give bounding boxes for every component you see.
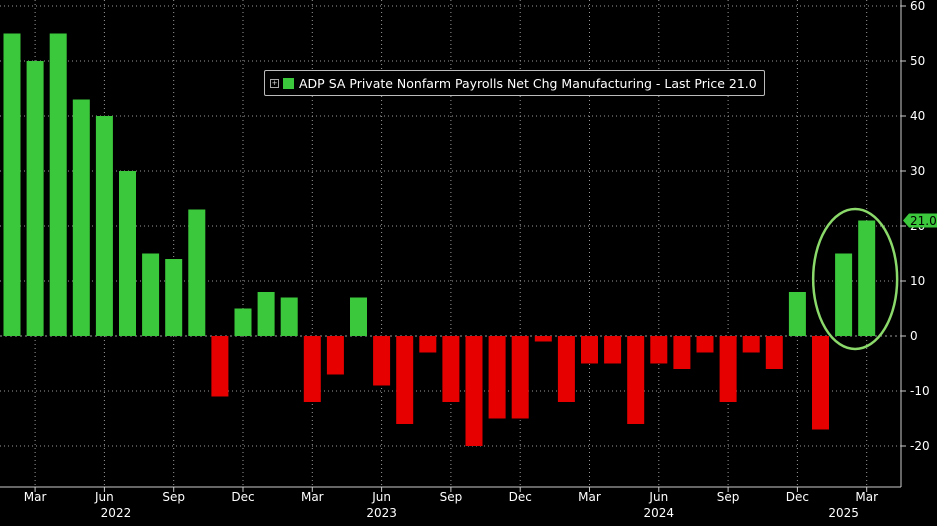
bar: [234, 308, 252, 336]
bar: [788, 292, 806, 336]
last-value-tag: [903, 213, 937, 228]
bar: [165, 259, 183, 336]
bar: [188, 209, 206, 336]
year-label: 2023: [366, 506, 397, 520]
bar: [719, 336, 737, 402]
bar: [765, 336, 783, 369]
bar: [119, 171, 136, 336]
bar: [812, 336, 829, 430]
bar: [419, 336, 437, 353]
bar: [465, 336, 483, 446]
bar: [581, 336, 598, 364]
bar: [604, 336, 622, 364]
bar: [142, 253, 160, 336]
bar: [488, 336, 506, 419]
x-tick-label: Dec: [786, 490, 809, 504]
bar: [442, 336, 460, 402]
bar: [742, 336, 760, 353]
legend[interactable]: + ADP SA Private Nonfarm Payrolls Net Ch…: [264, 70, 765, 96]
bar: [280, 297, 298, 336]
bar: [326, 336, 344, 375]
y-tick-label: 30: [910, 164, 925, 178]
last-value-label: 21.0: [910, 214, 937, 228]
bar: [858, 220, 876, 336]
bar: [396, 336, 414, 424]
x-tick-label: Sep: [162, 490, 185, 504]
bar: [627, 336, 645, 424]
bar: [95, 116, 113, 336]
x-tick-label: Dec: [509, 490, 532, 504]
year-label: 2025: [828, 506, 859, 520]
y-tick-label: 50: [910, 54, 925, 68]
bar: [696, 336, 714, 353]
y-tick-label: 10: [910, 274, 925, 288]
bar: [673, 336, 691, 369]
x-tick-label: Dec: [231, 490, 254, 504]
bar: [303, 336, 321, 402]
legend-expand-icon[interactable]: +: [270, 78, 279, 88]
y-tick-label: 0: [910, 329, 918, 343]
bars-layer: [3, 33, 899, 446]
legend-swatch: [283, 77, 294, 89]
x-tick-label: Mar: [24, 490, 47, 504]
x-tick-label: Jun: [371, 490, 391, 504]
bar: [835, 253, 853, 336]
bar: [211, 336, 229, 397]
y-tick-label: -10: [910, 384, 930, 398]
x-tick-label: Mar: [301, 490, 324, 504]
year-label: 2022: [101, 506, 132, 520]
bar: [72, 99, 90, 336]
year-label: 2024: [644, 506, 675, 520]
x-tick-label: Sep: [440, 490, 463, 504]
bar: [534, 336, 552, 342]
x-tick-label: Mar: [578, 490, 601, 504]
bar: [650, 336, 668, 364]
x-tick-label: Jun: [648, 490, 668, 504]
y-tick-label: 40: [910, 109, 925, 123]
bar: [26, 61, 44, 336]
bar: [350, 297, 367, 336]
x-tick-label: Jun: [94, 490, 114, 504]
x-tick-label: Mar: [855, 490, 878, 504]
bar: [511, 336, 529, 419]
bar: [373, 336, 391, 386]
y-tick-label: 60: [910, 0, 925, 13]
bar: [3, 33, 21, 336]
x-tick-label: Sep: [717, 490, 740, 504]
highlight-ellipse: [811, 207, 899, 351]
bar: [557, 336, 575, 402]
y-tick-label: -20: [910, 439, 930, 453]
bar: [257, 292, 275, 336]
bar: [49, 33, 67, 336]
legend-label: ADP SA Private Nonfarm Payrolls Net Chg …: [299, 75, 757, 91]
